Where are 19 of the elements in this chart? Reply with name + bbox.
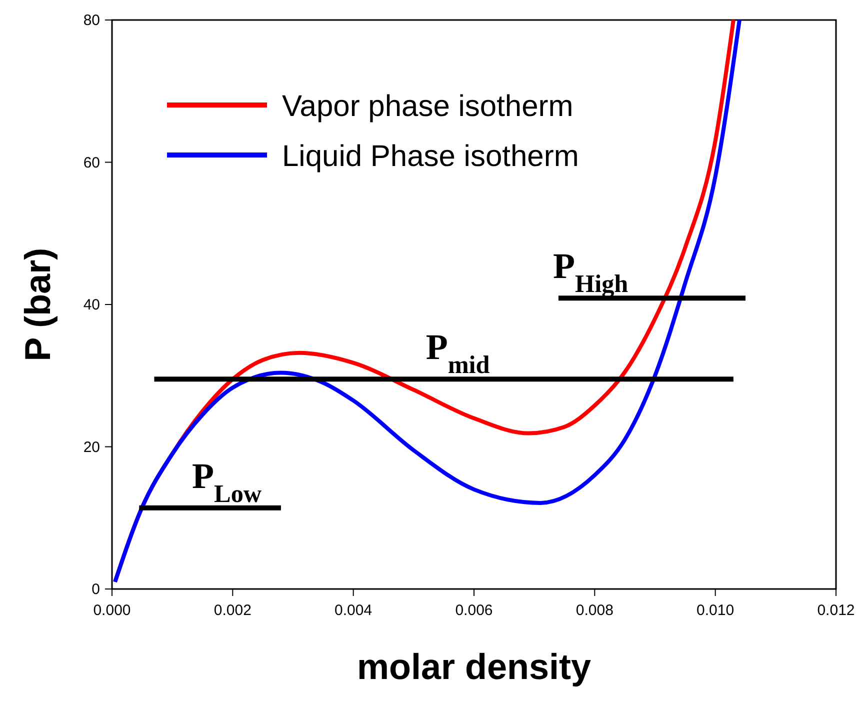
y-tick-label: 80 — [83, 12, 100, 29]
y-tick-label: 60 — [83, 154, 100, 172]
x-tick-label: 0.006 — [455, 602, 493, 619]
x-tick-label: 0.004 — [334, 602, 372, 619]
legend-label: Liquid Phase isotherm — [282, 140, 579, 173]
y-tick-label: 0 — [92, 581, 100, 598]
annotation: P$_{High}$ — [553, 246, 628, 298]
annotation: P$_{mid}$ — [426, 327, 490, 379]
x-tick-label: 0.000 — [93, 602, 131, 619]
y-tick-label: 20 — [83, 438, 100, 456]
y-tick-label: 40 — [83, 296, 100, 314]
x-axis-title: molar density — [356, 646, 592, 687]
annotation: P$_{Low}$ — [192, 456, 262, 508]
x-tick-label: 0.008 — [576, 602, 614, 619]
x-tick-label: 0.002 — [214, 602, 252, 619]
legend-label: Vapor phase isotherm — [282, 90, 574, 123]
x-tick-label: 0.010 — [696, 602, 734, 619]
x-tick-label: 0.012 — [817, 602, 855, 619]
y-axis-title: P (bar) — [17, 248, 58, 362]
